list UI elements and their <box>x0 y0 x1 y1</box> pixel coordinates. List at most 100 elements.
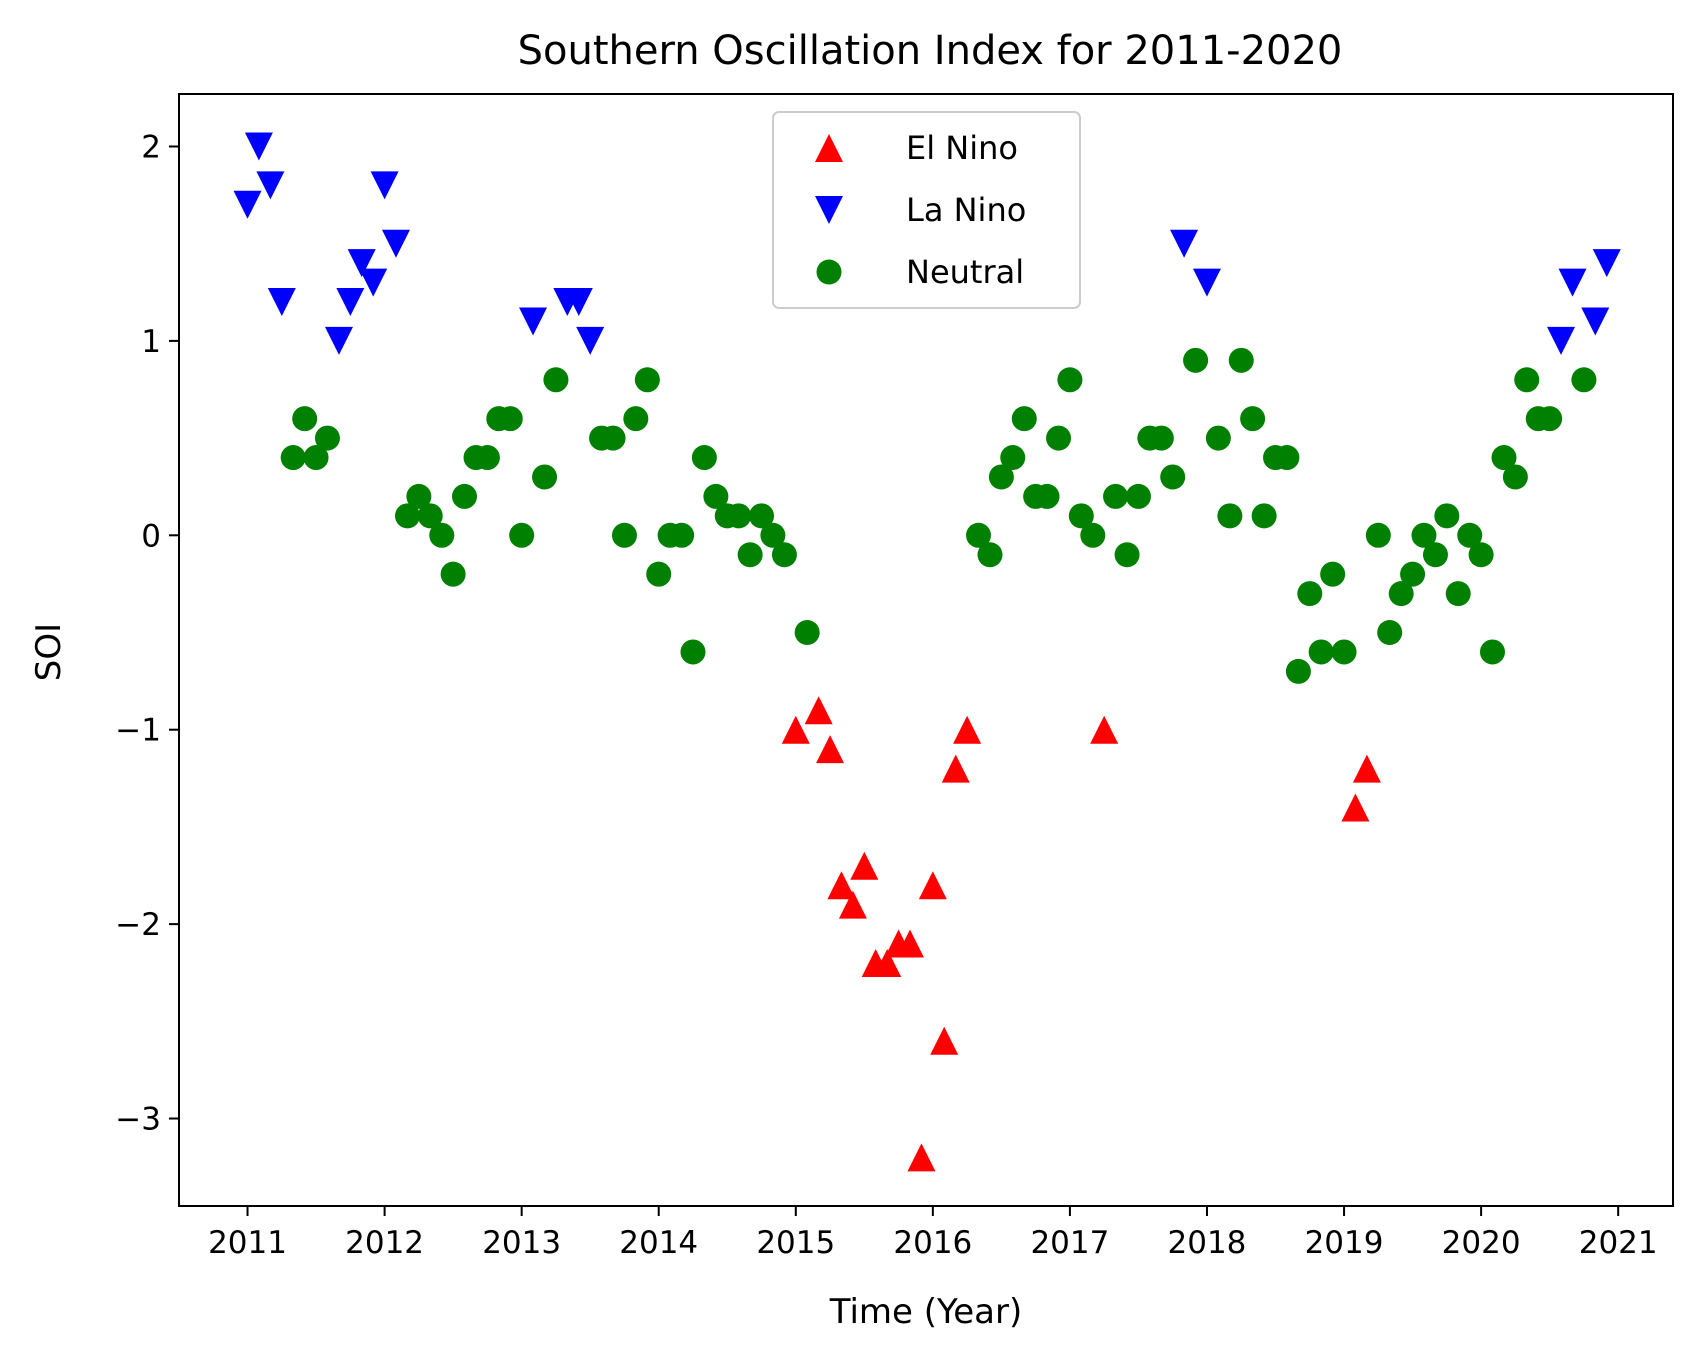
neutral-point <box>1514 367 1540 393</box>
neutral-point <box>965 522 991 548</box>
neutral-point <box>1103 483 1129 509</box>
x-tick-label: 2018 <box>1168 1225 1247 1261</box>
el-nino-point <box>1352 754 1381 783</box>
neutral-point <box>1308 639 1334 665</box>
la-nina-point <box>576 326 605 355</box>
neutral-point <box>1080 522 1106 548</box>
x-tick-label: 2015 <box>756 1225 835 1261</box>
neutral-point <box>1160 464 1186 490</box>
neutral-point <box>440 561 466 587</box>
la-nina-point <box>1192 268 1221 297</box>
neutral-point <box>737 542 763 568</box>
y-tick-label: −1 <box>115 713 161 749</box>
y-tick-label: 1 <box>141 324 161 360</box>
el-nino-point <box>838 890 867 919</box>
neutral-point <box>1434 503 1460 529</box>
neutral-point <box>749 503 775 529</box>
neutral-point <box>303 445 329 471</box>
la-nina-point <box>1558 268 1587 297</box>
chart-title: Southern Oscillation Index for 2011-2020 <box>518 28 1343 74</box>
y-tick-label: −2 <box>115 907 161 943</box>
la-nina-point <box>324 326 353 355</box>
neutral-point <box>1320 561 1346 587</box>
legend-la-nina-label: La Nino <box>906 191 1026 229</box>
neutral-point <box>474 445 500 471</box>
neutral-point <box>1445 581 1471 607</box>
neutral-point <box>417 503 443 529</box>
x-tick-label: 2020 <box>1442 1225 1521 1261</box>
la-nina-point <box>244 132 273 161</box>
neutral-point <box>1285 658 1311 684</box>
neutral-point <box>1046 425 1072 451</box>
neutral-point <box>1400 561 1426 587</box>
plot-frame <box>178 93 1674 1207</box>
el-nino-point <box>804 696 833 725</box>
neutral-point <box>646 561 672 587</box>
neutral-point <box>669 522 695 548</box>
neutral-point <box>794 620 820 646</box>
neutral-point <box>509 522 535 548</box>
x-tick-label: 2012 <box>345 1225 424 1261</box>
legend-neutral-marker <box>816 259 842 285</box>
neutral-point <box>1068 503 1094 529</box>
el-nino-point <box>930 1026 959 1055</box>
neutral-point <box>1457 522 1483 548</box>
y-axis: −3 −2 −1 0 1 2 <box>115 129 179 1138</box>
neutral-point <box>1411 522 1437 548</box>
neutral-point <box>726 503 752 529</box>
neutral-point <box>1114 542 1140 568</box>
neutral-point <box>703 483 729 509</box>
el-nino-point <box>1341 793 1370 822</box>
legend-neutral-label: Neutral <box>906 253 1024 291</box>
el-nino-point <box>873 948 902 977</box>
y-axis-label: SOI <box>29 623 69 681</box>
el-nino-point <box>827 871 856 900</box>
neutral-point <box>691 445 717 471</box>
x-tick-label: 2016 <box>893 1225 972 1261</box>
la-nina-point <box>1592 249 1621 278</box>
neutral-point <box>1377 620 1403 646</box>
neutral-point <box>1011 406 1037 432</box>
la-nina-point <box>256 171 285 200</box>
neutral-point <box>1228 347 1254 373</box>
neutral-point <box>1205 425 1231 451</box>
neutral-point <box>1331 639 1357 665</box>
legend: El Nino La Nino Neutral <box>772 111 1081 309</box>
la-nina-point <box>1547 326 1576 355</box>
neutral-point <box>532 464 558 490</box>
neutral-point <box>611 522 637 548</box>
neutral-point <box>634 367 660 393</box>
neutral-point <box>1057 367 1083 393</box>
el-nino-point <box>1090 715 1119 744</box>
neutral-point <box>600 425 626 451</box>
neutral-point <box>452 483 478 509</box>
neutral-point <box>314 425 340 451</box>
la-nina-point <box>381 229 410 258</box>
neutral-point <box>1183 347 1209 373</box>
neutral-point <box>1537 406 1563 432</box>
neutral-point <box>1148 425 1174 451</box>
neutral-point <box>429 522 455 548</box>
neutral-point <box>1388 581 1414 607</box>
x-tick-label: 2011 <box>208 1225 287 1261</box>
neutral-point <box>280 445 306 471</box>
y-tick-label: −3 <box>115 1102 161 1138</box>
la-nina-point <box>1170 229 1199 258</box>
neutral-point <box>1491 445 1517 471</box>
neutral-point <box>1571 367 1597 393</box>
x-axis-label: Time (Year) <box>829 1292 1023 1332</box>
el-nino-point <box>941 754 970 783</box>
x-tick-label: 2017 <box>1030 1225 1109 1261</box>
x-axis: 2011 2012 2013 2014 2015 2016 2017 2018 2019 2020… <box>208 1206 1658 1261</box>
x-tick-label: 2019 <box>1305 1225 1384 1261</box>
y-tick-label: 2 <box>141 129 161 165</box>
el-nino-point <box>895 929 924 958</box>
la-nina-point <box>564 288 593 317</box>
neutral-point <box>1297 581 1323 607</box>
neutral-point <box>760 522 786 548</box>
el-nino-point <box>781 715 810 744</box>
neutral-point <box>406 483 432 509</box>
neutral-point <box>1502 464 1528 490</box>
neutral-point <box>623 406 649 432</box>
